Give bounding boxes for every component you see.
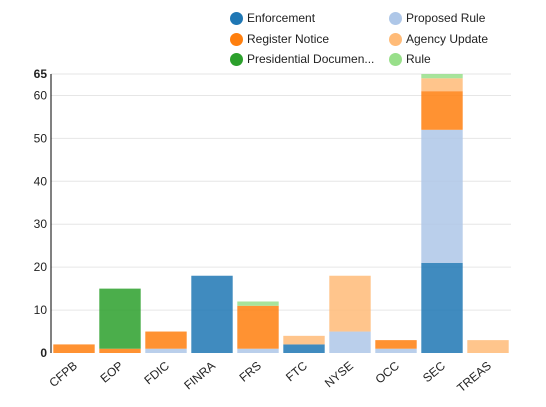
x-tick-label: SEC bbox=[420, 358, 448, 385]
legend-label: Register Notice bbox=[247, 32, 330, 46]
legend-item-enforcement[interactable]: Enforcement bbox=[230, 11, 315, 25]
legend-item-presidential-documents[interactable]: Presidential Documen... bbox=[230, 52, 374, 66]
bar-sec-series-1 bbox=[421, 129, 463, 263]
legend-swatch-rule bbox=[389, 52, 402, 66]
legend-item-agency-update[interactable]: Agency Update bbox=[389, 32, 488, 46]
legend-item-proposed-rule[interactable]: Proposed Rule bbox=[389, 11, 485, 25]
y-tick-label: 65 bbox=[34, 67, 48, 81]
bar-treas-series-3 bbox=[467, 340, 509, 353]
bar-sec-series-3 bbox=[421, 78, 463, 92]
legend-swatch-register-notice bbox=[230, 32, 243, 46]
bar-ftc-series-3 bbox=[283, 335, 325, 345]
bar-frs-series-2 bbox=[237, 305, 279, 349]
legend-swatch-proposed-rule bbox=[389, 11, 402, 25]
legend-swatch-enforcement bbox=[230, 11, 243, 25]
bar-sec-series-2 bbox=[421, 91, 463, 130]
bar-sec-series-0 bbox=[421, 262, 463, 353]
x-tick-label: FRS bbox=[237, 359, 264, 385]
y-tick-label: 40 bbox=[34, 174, 48, 188]
x-tick-label: FTC bbox=[283, 358, 310, 384]
legend-swatch-presidential-documents bbox=[230, 52, 243, 66]
y-tick-label: 50 bbox=[34, 131, 48, 145]
legend-item-rule[interactable]: Rule bbox=[389, 52, 431, 66]
bar-frs-series-1 bbox=[237, 348, 279, 353]
legend-label: Enforcement bbox=[247, 11, 316, 25]
bar-fdic-series-1 bbox=[145, 348, 187, 353]
legend-label: Proposed Rule bbox=[406, 11, 486, 25]
x-tick-label: OCC bbox=[372, 358, 402, 386]
x-tick-label: FINRA bbox=[181, 359, 218, 393]
legend-label: Rule bbox=[406, 52, 431, 66]
y-tick-label: 60 bbox=[34, 88, 48, 102]
y-tick-label: 20 bbox=[34, 260, 48, 274]
bar-eop-series-4 bbox=[99, 288, 141, 349]
legend-swatch-agency-update bbox=[389, 32, 402, 46]
bar-sec-series-5 bbox=[421, 74, 463, 79]
x-tick-label: CFPB bbox=[46, 359, 80, 390]
x-tick-label: TREAS bbox=[454, 359, 494, 395]
bar-ftc-series-0 bbox=[283, 344, 325, 353]
y-tick-label: 10 bbox=[34, 303, 48, 317]
bar-frs-series-5 bbox=[237, 301, 279, 306]
bar-eop-series-2 bbox=[99, 348, 141, 353]
bar-nyse-series-1 bbox=[329, 331, 371, 353]
bar-fdic-series-2 bbox=[145, 331, 187, 349]
bar-finra-series-0 bbox=[191, 275, 233, 353]
legend-label: Agency Update bbox=[406, 32, 489, 46]
legend-item-register-notice[interactable]: Register Notice bbox=[230, 32, 329, 46]
y-tick-label: 0 bbox=[40, 346, 47, 360]
x-tick-label: FDIC bbox=[141, 358, 172, 387]
x-tick-label: NYSE bbox=[322, 359, 356, 391]
bar-cfpb-series-2 bbox=[53, 344, 95, 353]
y-tick-label: 30 bbox=[34, 217, 48, 231]
bar-nyse-series-3 bbox=[329, 275, 371, 332]
bar-occ-series-1 bbox=[375, 348, 417, 353]
bar-occ-series-2 bbox=[375, 340, 417, 349]
legend-label: Presidential Documen... bbox=[247, 52, 375, 66]
x-tick-label: EOP bbox=[98, 359, 126, 386]
